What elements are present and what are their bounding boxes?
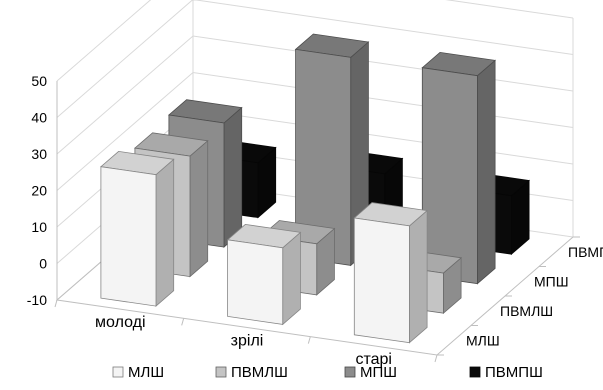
chart-bars — [99, 33, 531, 344]
chart-legend: МЛШ ПВМЛШ МПШ ПВМПШ — [112, 364, 543, 381]
gridline — [56, 0, 574, 82]
legend-label: ПВМПШ — [485, 364, 543, 381]
bar — [353, 202, 429, 344]
y-tick-label: 0 — [39, 256, 47, 272]
legend-label: МЛШ — [128, 364, 164, 381]
bar-front — [227, 239, 284, 325]
legend-label: ПВМЛШ — [231, 364, 288, 381]
y-tick-label: 20 — [31, 183, 47, 199]
bar-front — [100, 166, 157, 307]
x-tick-label: молоді — [95, 314, 146, 331]
legend-swatch — [215, 366, 227, 378]
x-tick-label: зрілі — [231, 333, 264, 350]
y-tick-label: -10 — [27, 292, 47, 308]
bar-side — [189, 139, 209, 278]
bar — [421, 51, 497, 285]
y-tick-label: 30 — [31, 146, 47, 162]
x-tick — [181, 318, 185, 326]
bar-front — [421, 67, 478, 285]
depth-tick-label: МЛШ — [466, 332, 500, 348]
depth-tick-label: МПШ — [534, 273, 569, 289]
bar-side — [282, 231, 301, 326]
bar-side — [223, 106, 243, 248]
y-tick-label: 50 — [31, 73, 47, 89]
bar — [226, 223, 302, 326]
depth-tick-label: ПВМПШ — [568, 244, 603, 260]
legend-swatch — [112, 366, 124, 378]
y-tick-label: 40 — [31, 110, 47, 126]
x-tick — [434, 354, 438, 363]
bar — [99, 150, 175, 307]
x-tick-label: старі — [355, 351, 392, 368]
depth-tick-label: ПВМЛШ — [500, 303, 553, 319]
legend-swatch — [344, 366, 356, 378]
gridline — [56, 0, 574, 118]
bar-side — [408, 209, 428, 344]
y-tick-label: 10 — [31, 219, 47, 235]
legend-swatch — [469, 366, 481, 378]
x-tick — [307, 336, 311, 344]
legend-label: МПШ — [360, 364, 397, 381]
bar-side — [155, 158, 175, 307]
bar-front — [353, 217, 410, 344]
bar-side — [476, 59, 496, 285]
x-tick — [54, 299, 58, 308]
